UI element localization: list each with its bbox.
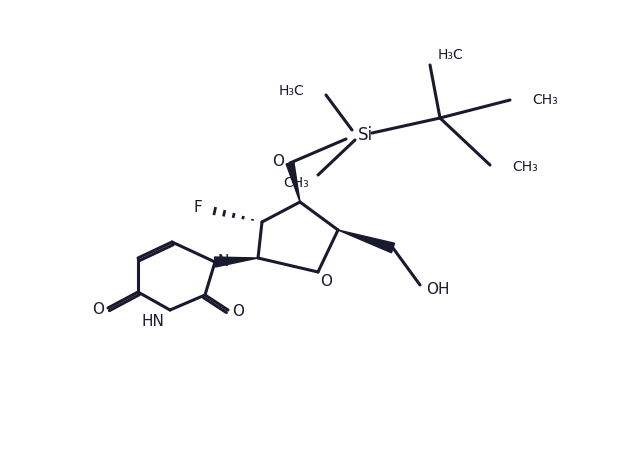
- Text: H₃C: H₃C: [438, 48, 464, 62]
- Polygon shape: [338, 230, 394, 253]
- Text: O: O: [92, 303, 104, 318]
- Polygon shape: [214, 257, 258, 267]
- Text: Si: Si: [357, 126, 372, 144]
- Text: O: O: [272, 154, 284, 169]
- Text: OH: OH: [426, 282, 450, 297]
- Text: CH₃: CH₃: [283, 176, 309, 190]
- Text: F: F: [194, 201, 202, 216]
- Text: O: O: [232, 305, 244, 320]
- Text: O: O: [320, 274, 332, 290]
- Text: CH₃: CH₃: [532, 93, 557, 107]
- Polygon shape: [286, 162, 300, 202]
- Text: CH₃: CH₃: [512, 160, 538, 174]
- Text: HN: HN: [141, 314, 164, 329]
- Text: H₃C: H₃C: [278, 84, 304, 98]
- Text: N: N: [218, 254, 228, 269]
